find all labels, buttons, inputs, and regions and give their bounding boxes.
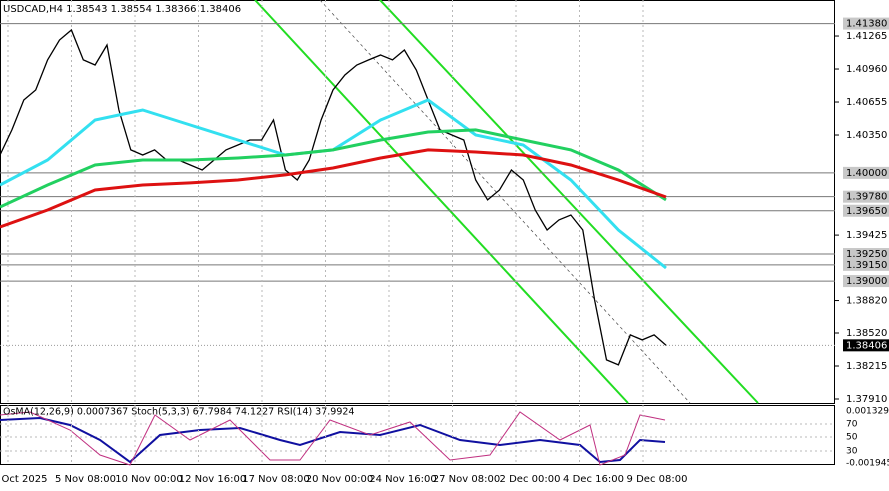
indicator-label: 0.0013294 — [846, 407, 889, 417]
y-tick-label: 1.40350 — [846, 130, 887, 141]
indicator-label: 50 — [846, 433, 858, 443]
x-tick-label: 2 Dec 00:00 — [500, 474, 561, 485]
level-label: 1.39650 — [846, 206, 887, 217]
level-label: 1.39250 — [846, 249, 887, 260]
current-price-label: 1.38406 — [846, 340, 887, 351]
moving-average — [0, 128, 667, 209]
level-label-bg — [843, 275, 889, 288]
y-tick-label: 1.41265 — [846, 31, 887, 42]
level-label: 1.39000 — [846, 276, 887, 287]
level-label-bg — [843, 204, 889, 217]
moving-average — [0, 98, 667, 270]
x-tick-label: 10 Nov 00:00 — [115, 474, 182, 485]
moving-average — [0, 148, 667, 229]
x-tick-label: 24 Nov 16:00 — [369, 474, 436, 485]
y-tick-label: 1.37910 — [846, 394, 887, 405]
chart-title: USDCAD,H4 1.38543 1.38554 1.38366 1.3840… — [3, 4, 241, 15]
y-tick-label: 1.38520 — [846, 328, 887, 339]
indicator-label: -0.001945 — [846, 459, 889, 469]
plot-frame — [0, 0, 835, 404]
x-tick-label: 4 Dec 16:00 — [563, 474, 624, 485]
level-label: 1.41380 — [846, 19, 887, 30]
stoch-line — [0, 411, 666, 466]
channel-line — [254, 0, 629, 404]
level-label: 1.39150 — [846, 260, 887, 271]
indicator-label: 70 — [846, 420, 858, 430]
x-tick-label: 17 Nov 08:00 — [242, 474, 309, 485]
x-tick-label: 9 Dec 08:00 — [627, 474, 688, 485]
current-price-bg — [843, 339, 889, 352]
level-label: 1.39780 — [846, 192, 887, 203]
indicator-title: OsMA(12,26,9) 0.0007367 Stoch(5,3,3) 67.… — [3, 407, 354, 418]
x-tick-label: 5 Nov 08:00 — [55, 474, 116, 485]
indicator-frame — [0, 405, 835, 465]
y-tick-label: 1.40960 — [846, 64, 887, 75]
level-label-bg — [843, 166, 889, 179]
indicator-lines — [0, 411, 835, 466]
y-tick-label: 1.38215 — [846, 361, 887, 372]
x-tick-label: 27 Nov 08:00 — [433, 474, 500, 485]
channel-line — [379, 0, 759, 404]
price-line — [0, 28, 667, 366]
x-tick-label: 20 Nov 00:00 — [306, 474, 373, 485]
indicator-label: 30 — [846, 447, 858, 457]
level-label-bg — [843, 190, 889, 203]
rsi-line — [0, 416, 666, 464]
level-label-bg — [843, 248, 889, 261]
y-tick-label: 1.38820 — [846, 296, 887, 307]
level-label: 1.40000 — [846, 168, 887, 179]
y-tick-label: 1.40655 — [846, 97, 887, 108]
y-tick-label: 1.39425 — [846, 230, 887, 241]
channel-mid — [319, 0, 691, 404]
x-tick-label: 12 Nov 16:00 — [179, 474, 246, 485]
level-label-bg — [843, 17, 889, 30]
x-tick-label: 1 Oct 2025 — [0, 474, 47, 485]
level-label-bg — [843, 258, 889, 271]
